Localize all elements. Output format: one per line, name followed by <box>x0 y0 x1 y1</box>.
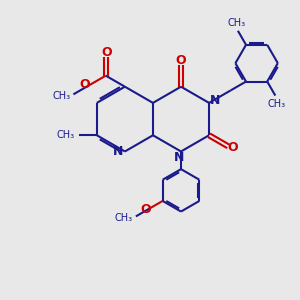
Text: CH₃: CH₃ <box>227 18 245 28</box>
Text: N: N <box>210 94 221 107</box>
Text: O: O <box>101 46 112 59</box>
Text: N: N <box>113 145 124 158</box>
Text: CH₃: CH₃ <box>57 130 75 140</box>
Text: N: N <box>174 152 185 164</box>
Text: O: O <box>140 203 151 216</box>
Text: O: O <box>227 141 238 154</box>
Text: CH₃: CH₃ <box>114 213 132 223</box>
Text: O: O <box>79 78 89 91</box>
Text: O: O <box>176 54 186 67</box>
Text: CH₃: CH₃ <box>268 99 286 109</box>
Text: CH₃: CH₃ <box>52 91 70 101</box>
